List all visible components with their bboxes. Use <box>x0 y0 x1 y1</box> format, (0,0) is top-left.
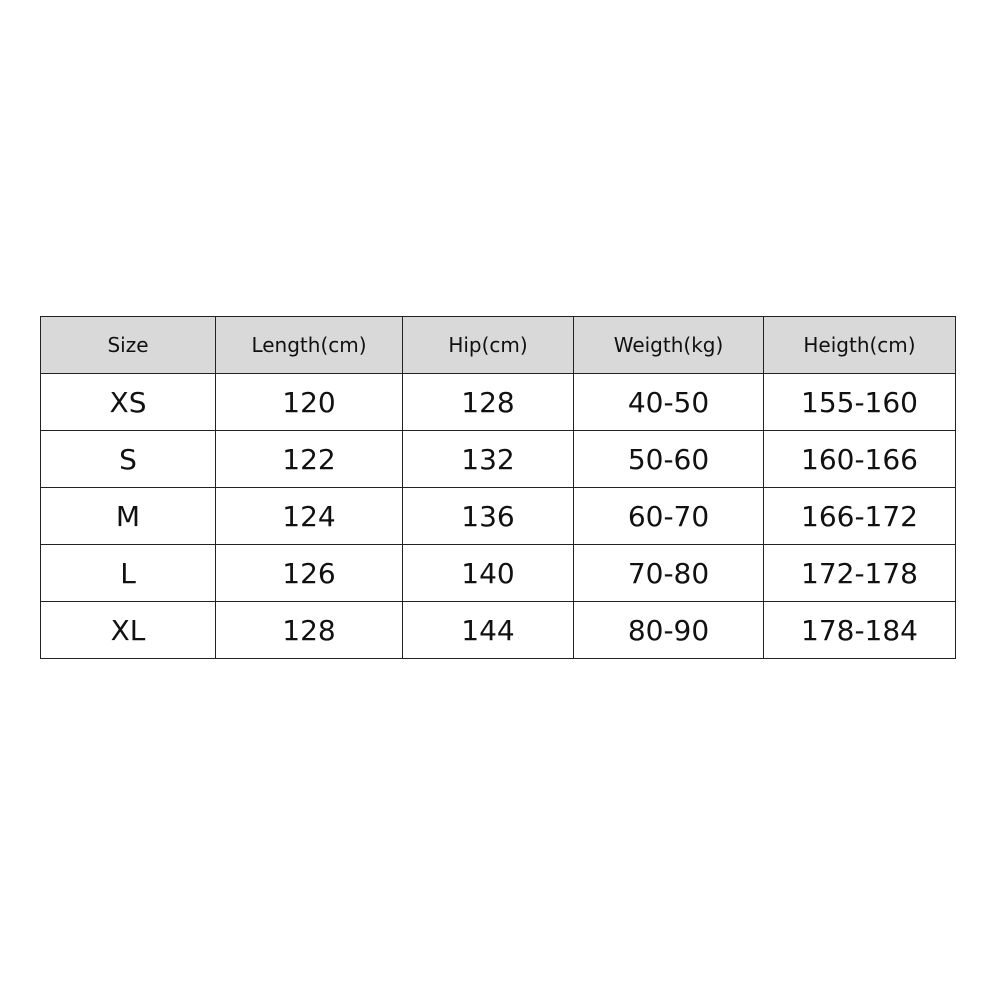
table-row: S 122 132 50-60 160-166 <box>40 430 956 488</box>
table-cell: 132 <box>402 430 574 488</box>
table-cell: 120 <box>215 373 403 431</box>
table-cell: 160-166 <box>763 430 956 488</box>
table-cell: XS <box>40 373 216 431</box>
header-cell: Size <box>40 316 216 374</box>
table-row: XS 120 128 40-50 155-160 <box>40 373 956 431</box>
table-cell: 144 <box>402 601 574 659</box>
header-cell: Length(cm) <box>215 316 403 374</box>
table-cell: S <box>40 430 216 488</box>
table-cell: L <box>40 544 216 602</box>
table-row: L 126 140 70-80 172-178 <box>40 544 956 602</box>
header-row: Size Length(cm) Hip(cm) Weigth(kg) Heigth(cm… <box>40 316 956 374</box>
table-row: XL 128 144 80-90 178-184 <box>40 601 956 659</box>
table-cell: 166-172 <box>763 487 956 545</box>
table-row: M 124 136 60-70 166-172 <box>40 487 956 545</box>
table-cell: 50-60 <box>573 430 764 488</box>
header-cell: Weigth(kg) <box>573 316 764 374</box>
table-cell: 40-50 <box>573 373 764 431</box>
table-cell: 140 <box>402 544 574 602</box>
table-cell: 80-90 <box>573 601 764 659</box>
header-cell: Heigth(cm) <box>763 316 956 374</box>
table-cell: 128 <box>402 373 574 431</box>
table-cell: 178-184 <box>763 601 956 659</box>
table-cell: 128 <box>215 601 403 659</box>
table-cell: M <box>40 487 216 545</box>
table-cell: 155-160 <box>763 373 956 431</box>
table-cell: 136 <box>402 487 574 545</box>
header-cell: Hip(cm) <box>402 316 574 374</box>
table-cell: 122 <box>215 430 403 488</box>
table-cell: 172-178 <box>763 544 956 602</box>
table-cell: 60-70 <box>573 487 764 545</box>
table-cell: 70-80 <box>573 544 764 602</box>
size-table: Size Length(cm) Hip(cm) Weigth(kg) Heigth(cm… <box>40 316 956 659</box>
table-cell: XL <box>40 601 216 659</box>
table-cell: 126 <box>215 544 403 602</box>
table-cell: 124 <box>215 487 403 545</box>
table-body: XS 120 128 40-50 155-160 S 122 132 50-60 160-166 M… <box>40 373 956 659</box>
